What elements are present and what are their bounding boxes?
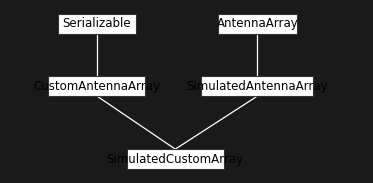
Text: SimulatedCustomArray: SimulatedCustomArray [107, 153, 244, 166]
FancyBboxPatch shape [58, 14, 136, 34]
Text: CustomAntennaArray: CustomAntennaArray [34, 79, 160, 93]
FancyBboxPatch shape [127, 149, 224, 169]
FancyBboxPatch shape [48, 76, 145, 96]
FancyBboxPatch shape [218, 14, 297, 34]
Text: SimulatedAntennaArray: SimulatedAntennaArray [186, 79, 328, 93]
Text: AntennaArray: AntennaArray [216, 17, 298, 30]
FancyBboxPatch shape [201, 76, 313, 96]
Text: Serializable: Serializable [63, 17, 131, 30]
